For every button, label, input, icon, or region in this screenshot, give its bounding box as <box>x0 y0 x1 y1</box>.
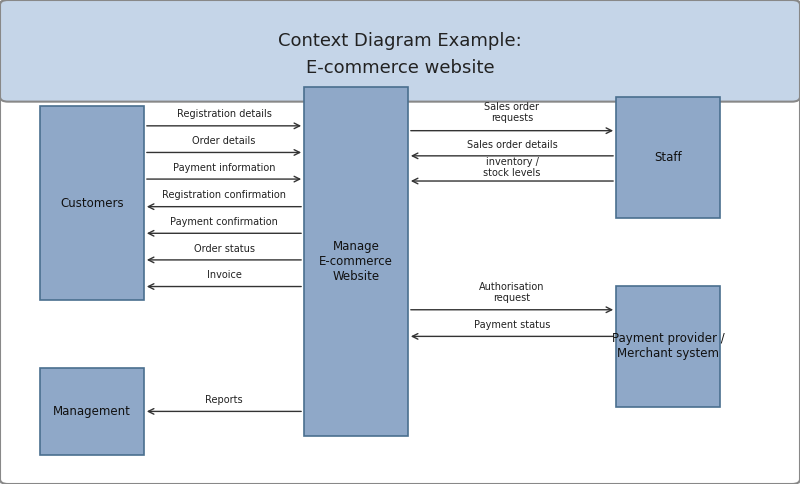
FancyBboxPatch shape <box>40 368 144 455</box>
Text: Registration confirmation: Registration confirmation <box>162 190 286 200</box>
Text: Management: Management <box>53 405 131 418</box>
Text: Manage
E-commerce
Website: Manage E-commerce Website <box>319 240 393 283</box>
Text: Order details: Order details <box>192 136 256 146</box>
Text: Payment status: Payment status <box>474 320 550 330</box>
Text: Order status: Order status <box>194 243 254 254</box>
FancyBboxPatch shape <box>616 286 720 407</box>
FancyBboxPatch shape <box>616 97 720 218</box>
Text: Payment provider /
Merchant system: Payment provider / Merchant system <box>612 332 724 360</box>
Text: Customers: Customers <box>60 197 124 210</box>
Text: Sales order
requests: Sales order requests <box>485 102 539 123</box>
Text: Reports: Reports <box>205 395 243 405</box>
FancyBboxPatch shape <box>0 0 800 102</box>
Text: Context Diagram Example:: Context Diagram Example: <box>278 32 522 50</box>
Text: Registration details: Registration details <box>177 108 271 119</box>
Text: inventory /
stock levels: inventory / stock levels <box>483 156 541 178</box>
FancyBboxPatch shape <box>304 87 408 436</box>
FancyBboxPatch shape <box>40 106 144 300</box>
Text: Staff: Staff <box>654 151 682 164</box>
Text: E-commerce website: E-commerce website <box>306 59 494 77</box>
Text: Sales order details: Sales order details <box>466 139 558 150</box>
Text: Payment information: Payment information <box>173 163 275 173</box>
Text: Authorisation
request: Authorisation request <box>479 282 545 303</box>
Text: Invoice: Invoice <box>206 270 242 280</box>
Text: Payment confirmation: Payment confirmation <box>170 217 278 227</box>
